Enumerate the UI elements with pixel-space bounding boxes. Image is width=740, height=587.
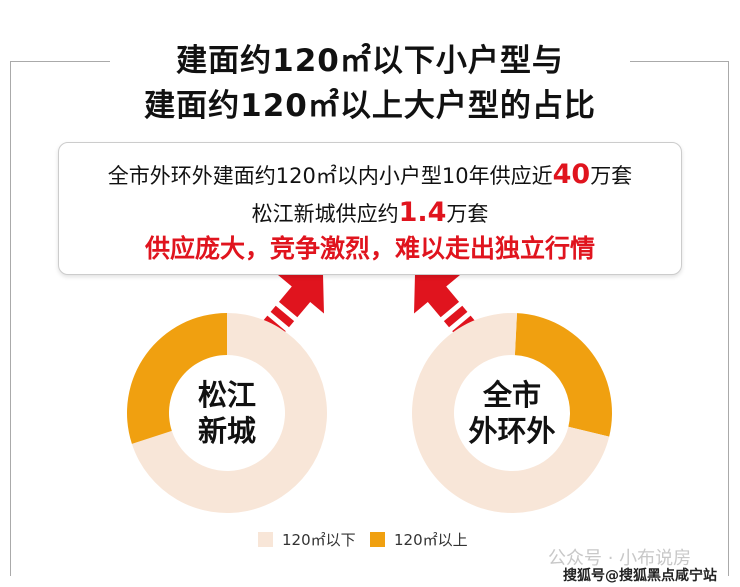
legend-item-below: 120㎡以下 bbox=[258, 529, 356, 550]
title-line-2: 建面约120㎡以上大户型的占比 bbox=[144, 88, 596, 124]
legend-swatch bbox=[370, 532, 385, 547]
info-line-3: 供应庞大，竞争激烈，难以走出独立行情 bbox=[144, 234, 595, 263]
info-box: 全市外环外建面约120㎡以内小户型10年供应近40万套 松江新城供应约1.4万套… bbox=[58, 142, 682, 275]
highlight-number: 40 bbox=[552, 159, 591, 190]
legend-item-above: 120㎡以上 bbox=[370, 529, 468, 550]
title-line-1: 建面约120㎡以下小户型与 bbox=[176, 43, 564, 79]
donut-2-slice-below-120 bbox=[412, 313, 610, 513]
info-line-1: 全市外环外建面约120㎡以内小户型10年供应近40万套 bbox=[107, 159, 633, 190]
donut-2-center-label: 全市 外环外 bbox=[468, 378, 556, 448]
donut-1-center-label: 松江 新城 bbox=[197, 378, 256, 448]
sohu-watermark: 搜狐号@搜狐黑点咸宁站 bbox=[563, 568, 717, 584]
donut-2-slice-above-120 bbox=[514, 313, 612, 437]
legend-swatch bbox=[258, 532, 273, 547]
highlight-number: 1.4 bbox=[398, 197, 447, 228]
donut-1-slice-above-120 bbox=[126, 312, 227, 444]
info-line-2: 松江新城供应约1.4万套 bbox=[251, 197, 489, 228]
wechat-watermark: 公众号 · 小布说房 bbox=[548, 548, 692, 569]
donut-1-slice-below-120 bbox=[131, 313, 327, 513]
